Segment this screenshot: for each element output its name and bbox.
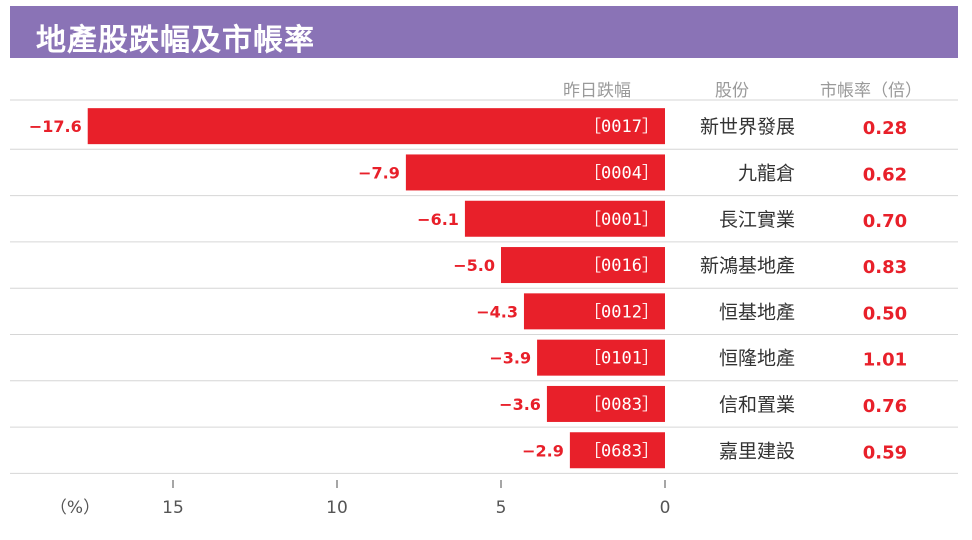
bar-value-label: −5.0: [453, 256, 495, 275]
bar-value-label: −6.1: [417, 210, 459, 229]
pb-value: 0.28: [863, 118, 907, 139]
bar-code-label: ［0101］: [584, 349, 659, 369]
header-stock: 股份: [715, 81, 749, 101]
bar-code-label: ［0004］: [584, 163, 659, 183]
stock-name: 恒基地產: [719, 301, 795, 323]
bar-code-label: ［0683］: [584, 441, 659, 461]
stock-name: 新鴻基地產: [700, 255, 795, 277]
header-pb: 市帳率（倍）: [820, 81, 922, 101]
bar: [464, 200, 665, 237]
title-bar: 地產股跌幅及市帳率: [10, 6, 958, 58]
pb-value: 0.76: [863, 396, 907, 417]
bar: [537, 339, 665, 376]
bar: [546, 385, 665, 422]
pb-value: 0.50: [863, 303, 907, 324]
pb-value: 0.59: [863, 442, 907, 463]
x-tick-label: 0: [660, 498, 671, 518]
stock-name: 長江實業: [719, 209, 795, 231]
bar-code-label: ［0016］: [584, 256, 659, 276]
bar: [405, 154, 665, 191]
bar-value-label: −17.6: [29, 117, 82, 136]
bar-code-label: ［0012］: [584, 302, 659, 322]
pb-value: 0.70: [863, 211, 907, 232]
stock-name: 新世界發展: [700, 116, 795, 138]
bar-value-label: −3.9: [489, 349, 531, 368]
bar: [87, 108, 666, 145]
header-change: 昨日跌幅: [563, 81, 631, 101]
stock-name: 九龍倉: [738, 162, 795, 184]
stock-name: 信和置業: [719, 394, 795, 416]
bar: [523, 293, 665, 330]
stock-name: 恒隆地產: [719, 348, 795, 370]
stock-name: 嘉里建設: [719, 440, 795, 462]
x-tick-label: 5: [496, 498, 507, 518]
pb-value: 0.83: [863, 257, 907, 278]
chart-title: 地產股跌幅及市帳率: [36, 23, 315, 58]
x-tick-label: 10: [326, 498, 348, 518]
bar-value-label: −7.9: [358, 163, 400, 182]
bar-value-label: −3.6: [499, 395, 541, 414]
bar-code-label: ［0083］: [584, 395, 659, 415]
bar: [569, 432, 665, 469]
x-axis-label: （%）: [50, 498, 100, 518]
bar-code-label: ［0001］: [584, 210, 659, 230]
pb-value: 0.62: [863, 164, 907, 185]
bar-value-label: −4.3: [476, 302, 518, 321]
bar: [501, 247, 665, 284]
bar-value-label: −2.9: [522, 441, 564, 460]
bar-code-label: ［0017］: [584, 117, 659, 137]
x-tick-label: 15: [162, 498, 184, 518]
pb-value: 1.01: [863, 350, 907, 371]
